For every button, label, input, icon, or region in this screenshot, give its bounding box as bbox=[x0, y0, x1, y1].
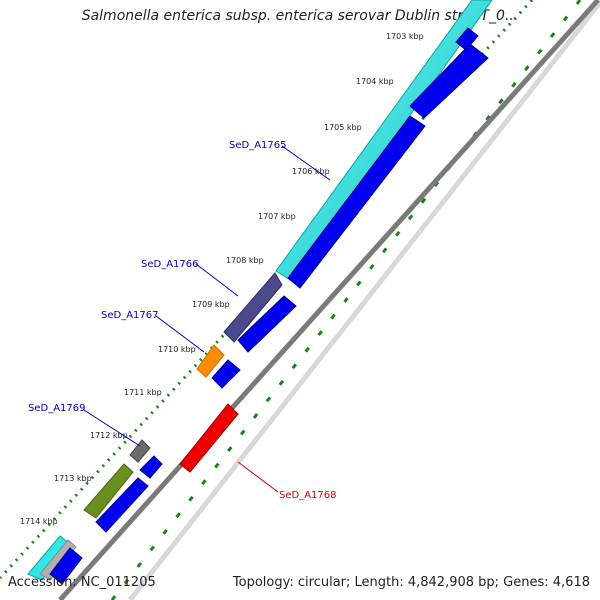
gene-a1769-grey[interactable] bbox=[129, 439, 151, 463]
gene-olive[interactable] bbox=[83, 463, 134, 519]
kbp-tick-label: 1712 kbp bbox=[90, 431, 128, 440]
gene-lower-grey[interactable] bbox=[39, 539, 77, 581]
kbp-tick-label: 1703 kbp bbox=[386, 32, 424, 41]
kbp-tick-label: 1704 kbp bbox=[356, 77, 394, 86]
topology-summary: Topology: circular; Length: 4,842,908 bp… bbox=[232, 575, 590, 590]
kbp-tick-label: 1707 kbp bbox=[258, 212, 296, 221]
kbp-tick-label: 1705 kbp bbox=[324, 123, 362, 132]
gene-a1766-dark[interactable] bbox=[223, 272, 283, 343]
gene-label-a1768[interactable]: SeD_A1768 bbox=[279, 490, 337, 501]
reverse-cds-gene-8[interactable] bbox=[49, 547, 83, 585]
gc-skew-inner-line bbox=[110, 0, 582, 600]
gene-a1768-red[interactable] bbox=[179, 403, 239, 473]
kbp-tick-label: 1709 kbp bbox=[192, 300, 230, 309]
label-leader-a1765 bbox=[281, 145, 331, 181]
kbp-tick-label: 1708 kbp bbox=[226, 256, 264, 265]
gene-label-a1767[interactable]: SeD_A1767 bbox=[101, 310, 159, 321]
reverse-cds-gene-6[interactable] bbox=[139, 455, 163, 479]
reverse-cds-gene-4[interactable] bbox=[237, 295, 297, 353]
gene-label-a1769[interactable]: SeD_A1769 bbox=[28, 403, 86, 414]
reverse-cds-gene-5[interactable] bbox=[211, 359, 241, 389]
label-leader-a1767 bbox=[155, 315, 205, 353]
backbone-line bbox=[58, 0, 600, 600]
label-leader-a1769 bbox=[83, 409, 141, 447]
gene-a1767-orange[interactable] bbox=[196, 344, 225, 378]
gene-label-a1765[interactable]: SeD_A1765 bbox=[229, 140, 287, 151]
backbone-shadow bbox=[128, 0, 600, 600]
accession-text: Accession: NC_011205 bbox=[8, 575, 156, 590]
gene-label-a1766[interactable]: SeD_A1766 bbox=[141, 259, 199, 270]
reverse-cds-gene-7[interactable] bbox=[95, 477, 149, 533]
genome-title: Salmonella enterica subsp. enterica sero… bbox=[81, 8, 519, 24]
label-leader-a1766 bbox=[195, 263, 239, 297]
reverse-cds-gene-3[interactable] bbox=[287, 115, 426, 289]
kbp-tick-label: 1710 kbp bbox=[158, 345, 196, 354]
reverse-cds-gene-2[interactable] bbox=[409, 43, 489, 119]
kbp-tick-label: 1713 kbp bbox=[54, 474, 92, 483]
kbp-tick-label: 1714 kbp bbox=[20, 517, 58, 526]
label-leader-a1768 bbox=[237, 461, 279, 493]
kbp-tick-label: 1706 kbp bbox=[292, 167, 330, 176]
kbp-tick-label: 1711 kbp bbox=[124, 388, 162, 397]
